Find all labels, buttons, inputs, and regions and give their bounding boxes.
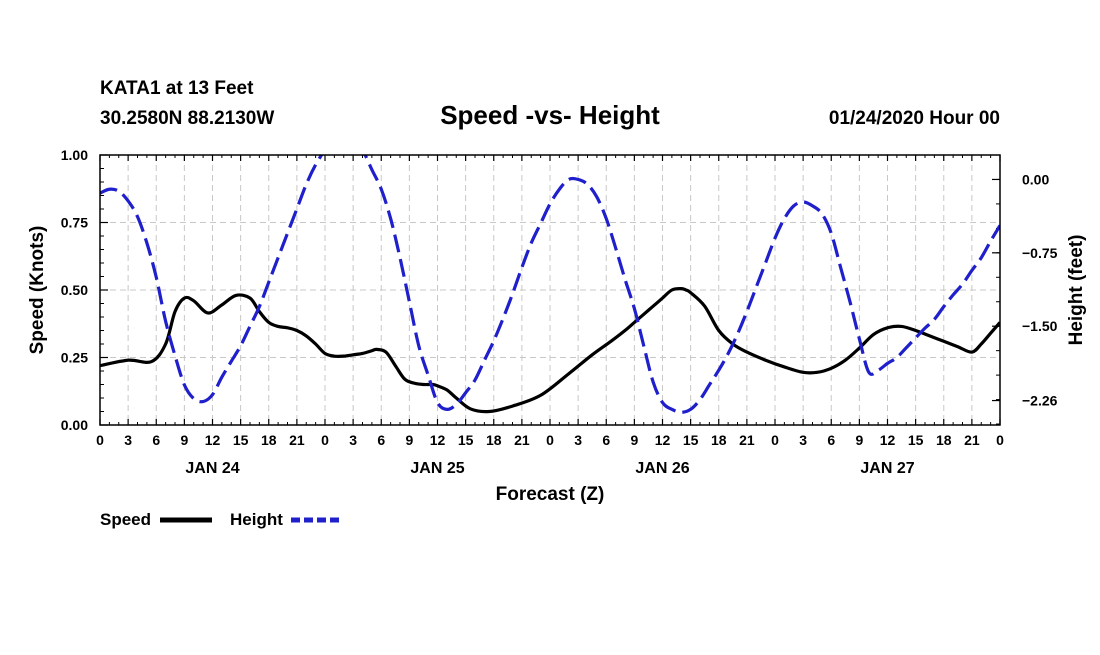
x-tick-label: 12 (430, 432, 446, 448)
x-tick-label: 6 (602, 432, 610, 448)
x-tick-label: 0 (996, 432, 1004, 448)
x-tick-label: 15 (233, 432, 249, 448)
y-tick-label: 1.00 (61, 147, 88, 163)
coordinates-label: 30.2580N 88.2130W (100, 108, 274, 129)
day-label: JAN 26 (635, 460, 689, 477)
x-tick-label: 15 (683, 432, 699, 448)
y-tick-label: 0.50 (61, 282, 88, 298)
x-axis-title: Forecast (Z) (496, 484, 605, 505)
y-tick-labels: 0.00 0.25 0.50 0.75 1.00 (61, 147, 88, 433)
day-labels: JAN 24 JAN 25 JAN 26 JAN 27 (185, 460, 914, 477)
x-tick-label: 6 (827, 432, 835, 448)
x-tick-label: 15 (458, 432, 474, 448)
x-tick-label: 18 (261, 432, 277, 448)
x-tick-label: 3 (349, 432, 357, 448)
chart-title: Speed -vs- Height (440, 100, 660, 130)
x-tick-label: 6 (152, 432, 160, 448)
day-label: JAN 27 (860, 460, 914, 477)
x-tick-label: 3 (799, 432, 807, 448)
x-tick-label: 6 (377, 432, 385, 448)
x-tick-label: 3 (124, 432, 132, 448)
x-tick-label: 21 (514, 432, 530, 448)
x-tick-label: 18 (486, 432, 502, 448)
x-tick-label: 3 (574, 432, 582, 448)
y2-tick-labels: 0.00 −0.75 −1.50 −2.26 (1022, 171, 1058, 408)
y2-tick-label: −1.50 (1022, 318, 1058, 334)
legend-speed-label: Speed (100, 510, 151, 529)
x-tick-label: 12 (880, 432, 896, 448)
y2-tick-label: −2.26 (1022, 393, 1058, 409)
x-tick-label: 21 (289, 432, 305, 448)
series-height-line (100, 155, 1000, 414)
station-label: KATA1 at 13 Feet (100, 78, 254, 99)
series-layer (100, 155, 1000, 414)
x-tick-label: 18 (936, 432, 952, 448)
forecast-datetime: 01/24/2020 Hour 00 (829, 108, 1000, 129)
day-label: JAN 24 (185, 460, 239, 477)
y2-tick-label: −0.75 (1022, 245, 1058, 261)
y-tick-label: 0.25 (61, 350, 88, 366)
grid-lines (100, 155, 1000, 425)
x-tick-label: 21 (964, 432, 980, 448)
x-tick-label: 9 (855, 432, 863, 448)
y2-tick-label: 0.00 (1022, 171, 1049, 187)
x-tick-label: 0 (546, 432, 554, 448)
y-axis-title: Speed (Knots) (27, 226, 48, 355)
plot-frame (99, 154, 1001, 426)
legend-height-label: Height (230, 510, 283, 529)
day-label: JAN 25 (410, 460, 464, 477)
x-tick-label: 12 (205, 432, 221, 448)
x-tick-label: 21 (739, 432, 755, 448)
x-tick-label: 0 (321, 432, 329, 448)
x-tick-labels: 0 3 6 9 12 15 18 21 0 3 6 9 12 15 18 21 0 3 6 9 12 15 18 21 0 3 6 9… (96, 432, 1004, 448)
y2-axis-title: Height (feet) (1066, 235, 1087, 346)
series-speed-line (100, 287, 1000, 414)
x-tick-label: 9 (405, 432, 413, 448)
x-tick-label: 9 (630, 432, 638, 448)
legend: Speed Height (100, 510, 343, 529)
y-tick-label: 0.00 (61, 417, 88, 433)
x-tick-label: 18 (711, 432, 727, 448)
x-tick-label: 15 (908, 432, 924, 448)
x-tick-label: 0 (771, 432, 779, 448)
y-tick-label: 0.75 (61, 215, 88, 231)
x-tick-label: 9 (180, 432, 188, 448)
x-tick-label: 12 (655, 432, 671, 448)
x-tick-label: 0 (96, 432, 104, 448)
